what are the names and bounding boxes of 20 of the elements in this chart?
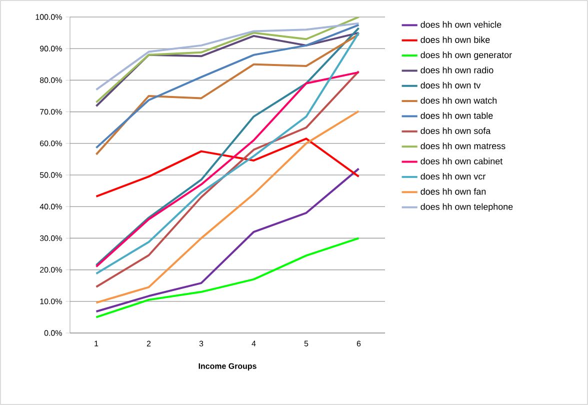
legend-label: does hh own vcr xyxy=(420,172,486,180)
line-series xyxy=(95,110,360,304)
legend-label: does hh own sofa xyxy=(420,127,491,134)
legend-label: does hh own radio xyxy=(420,66,494,74)
legend-label: does hh own fan xyxy=(420,188,486,195)
line-series xyxy=(95,16,360,104)
legend-label: does hh own table xyxy=(420,112,493,119)
line-series xyxy=(95,138,360,198)
line-series xyxy=(95,32,360,108)
legend-label: does hh own cabinet xyxy=(420,158,503,164)
legend-label: does hh own matress xyxy=(420,142,506,150)
legend-label: does hh own tv xyxy=(420,82,481,88)
legend-label: does hh own vehicle xyxy=(420,21,502,28)
line-series xyxy=(95,237,360,318)
legend-label: does hh own generator xyxy=(420,52,512,60)
legend-label: does hh own watch xyxy=(420,97,497,104)
legend-label: does hh own bike xyxy=(420,36,490,43)
line-series xyxy=(95,22,360,91)
line-series xyxy=(95,168,360,313)
legend-label: does hh own telephone xyxy=(420,203,513,212)
